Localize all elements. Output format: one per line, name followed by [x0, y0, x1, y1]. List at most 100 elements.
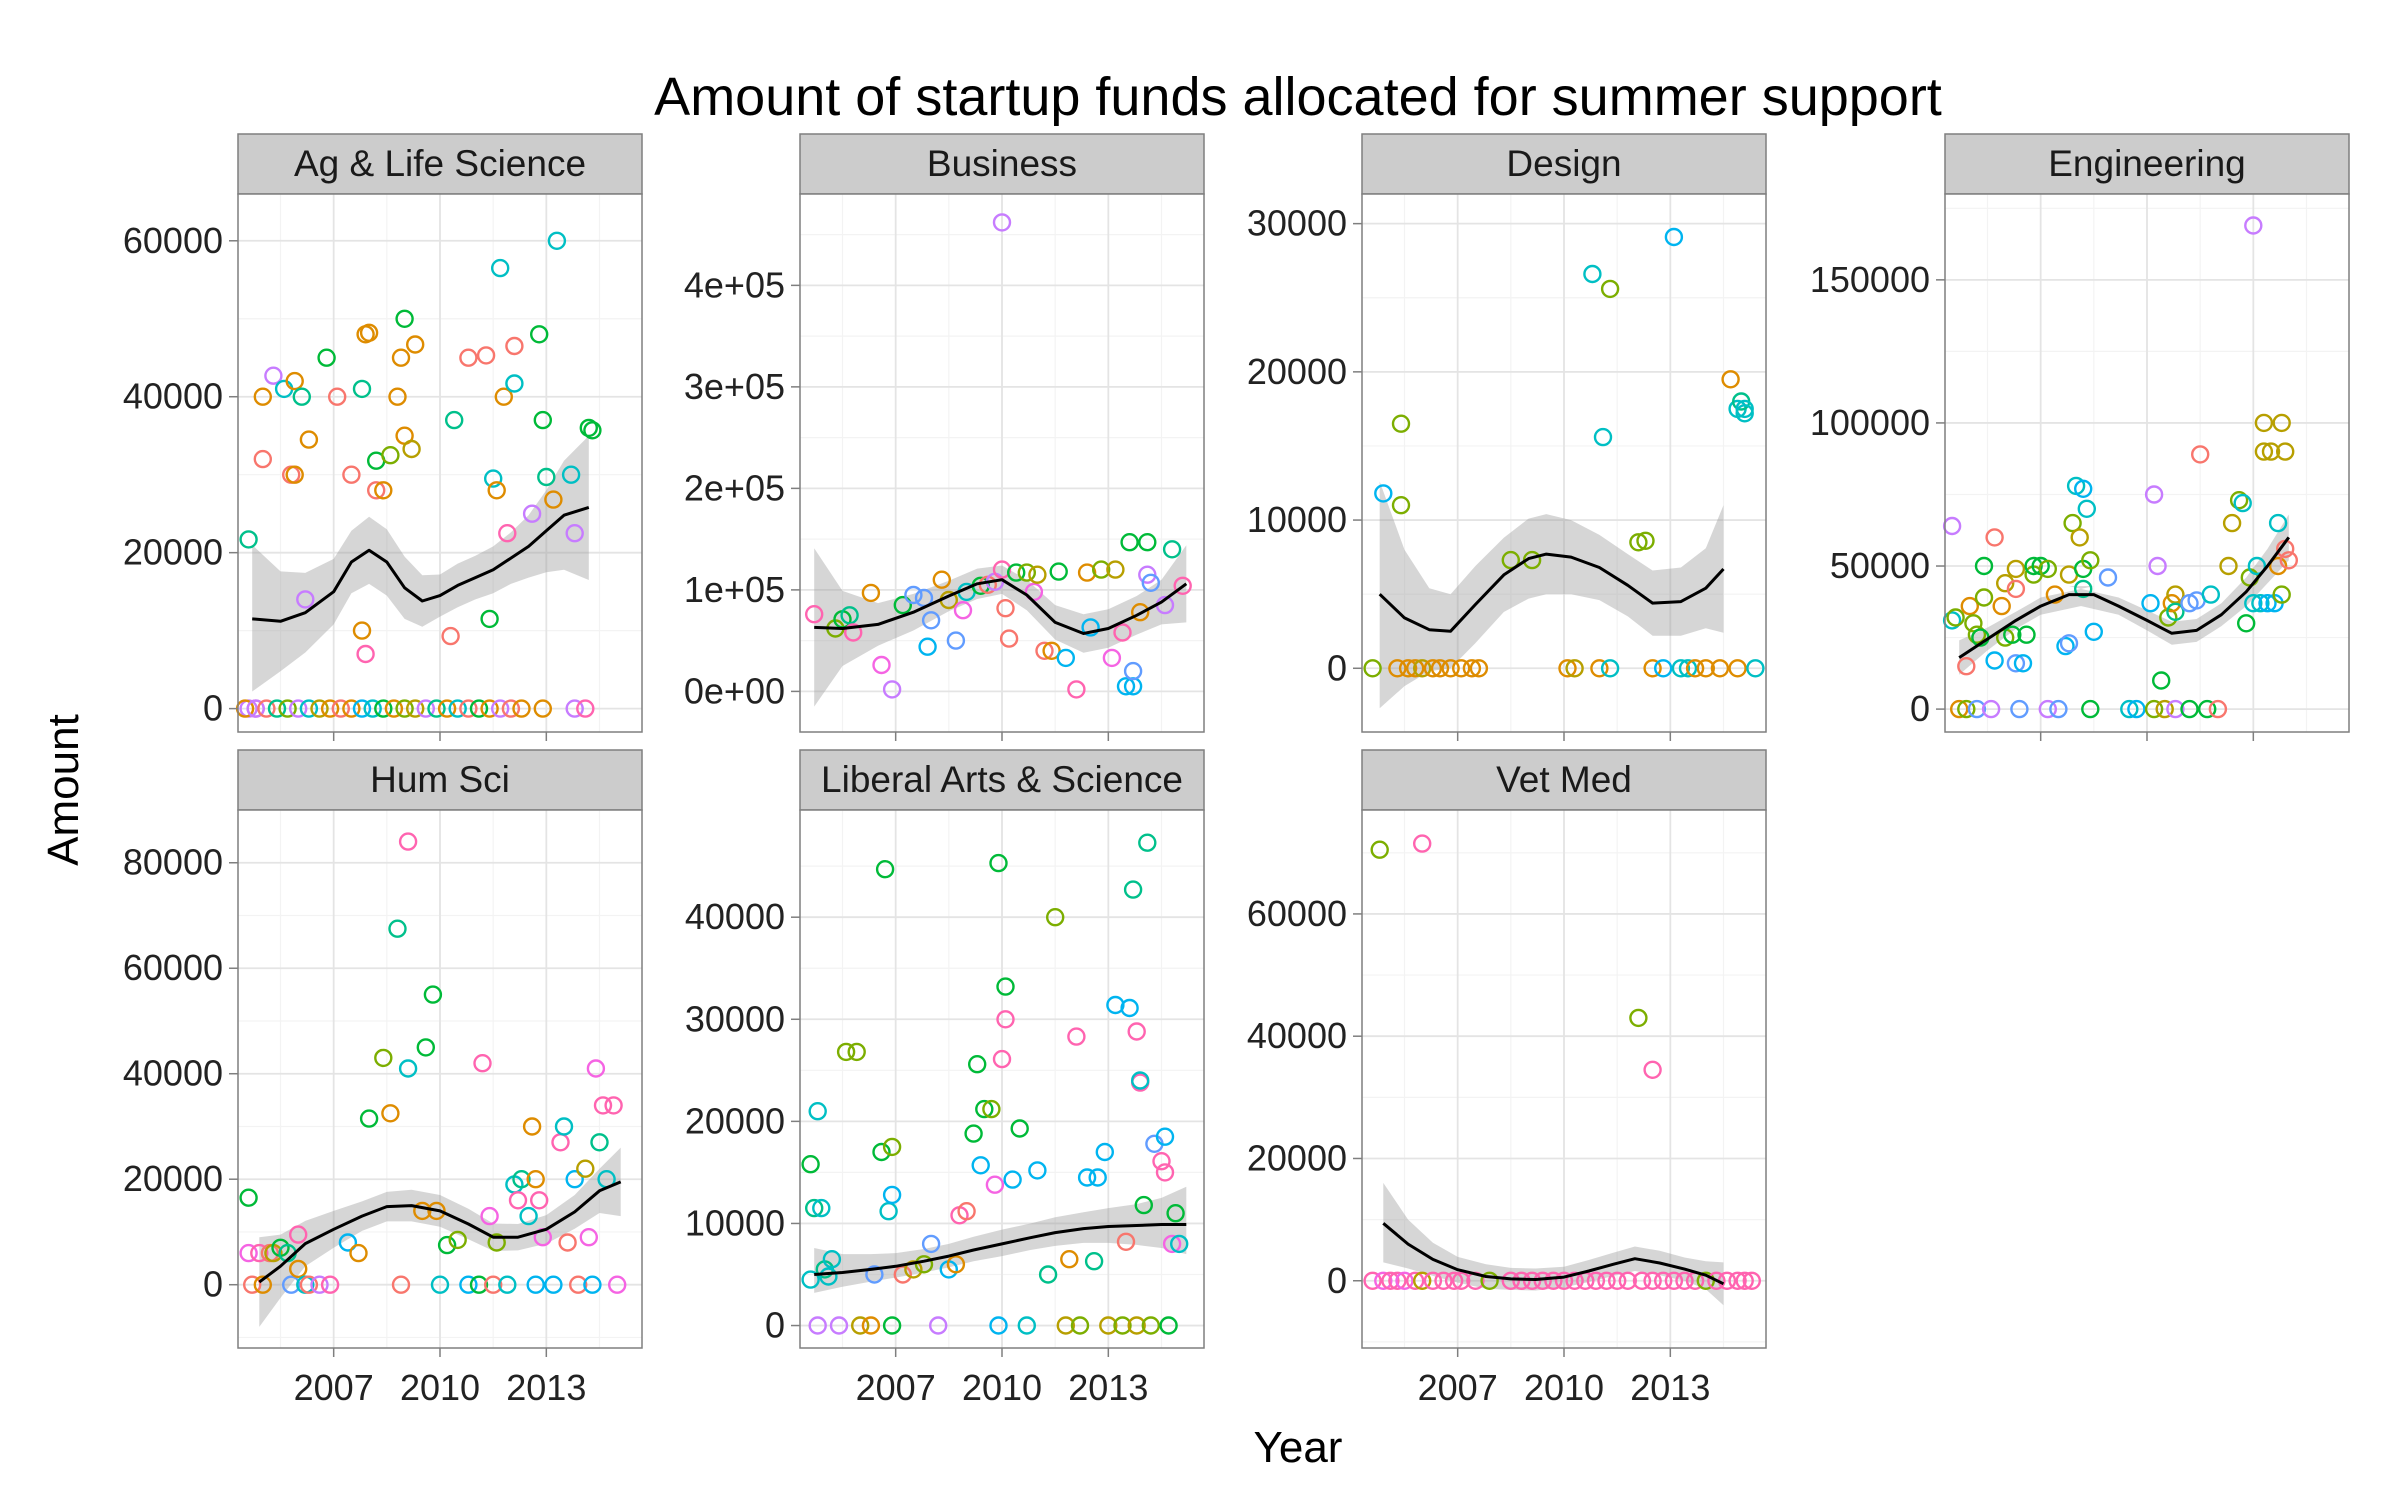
data-point: [996, 977, 1015, 996]
data-point: [459, 348, 478, 367]
data-point: [1501, 1271, 1521, 1291]
data-point: [1162, 540, 1182, 559]
data-point: [533, 699, 552, 718]
chart-title: Amount of startup funds allocated for su…: [654, 67, 1942, 127]
data-point: [2059, 634, 2079, 653]
data-point: [480, 609, 499, 629]
data-point: [296, 590, 315, 609]
data-point: [537, 467, 556, 487]
data-point: [576, 1159, 595, 1178]
data-point: [1152, 1151, 1171, 1171]
y-tick-label: 30000: [1247, 203, 1347, 244]
y-tick-label: 30000: [685, 998, 785, 1039]
data-point: [445, 410, 464, 430]
data-point: [1067, 1027, 1086, 1046]
y-tick-label: 40000: [685, 896, 785, 937]
data-point: [1091, 560, 1111, 579]
data-point: [278, 699, 297, 718]
data-point: [989, 853, 1008, 873]
data-point: [1707, 1271, 1726, 1291]
data-point: [1746, 659, 1765, 678]
data-point: [1664, 1271, 1684, 1291]
data-point: [2197, 699, 2217, 719]
y-tick-label: 10000: [685, 1202, 785, 1243]
data-point: [331, 699, 350, 718]
data-point: [840, 606, 859, 625]
data-point: [476, 346, 496, 365]
data-point: [1607, 1271, 1627, 1291]
data-point: [1675, 1271, 1694, 1291]
y-tick-label: 40000: [1247, 1015, 1347, 1056]
data-point: [882, 680, 902, 699]
data-point: [2222, 513, 2242, 533]
data-point: [398, 1059, 418, 1078]
data-point: [342, 699, 361, 718]
data-point: [812, 1198, 831, 1218]
data-point: [448, 699, 467, 718]
data-point: [1159, 1316, 1178, 1335]
data-point: [289, 699, 308, 718]
facet-strip: [1361, 749, 1767, 811]
y-tick-label: 1e+05: [684, 569, 785, 610]
data-point: [982, 1099, 1001, 1119]
data-point: [363, 699, 382, 718]
data-point: [604, 1096, 623, 1115]
data-point: [356, 644, 375, 664]
data-point: [406, 699, 425, 718]
data-point: [1102, 648, 1122, 668]
data-point: [1462, 659, 1482, 678]
data-point: [526, 1275, 545, 1294]
data-point: [1957, 699, 1976, 719]
data-point: [395, 309, 414, 328]
data-point: [999, 629, 1019, 648]
data-point: [374, 1048, 393, 1068]
data-point: [1728, 659, 1747, 678]
confidence-band: [259, 1147, 621, 1327]
x-tick-label: 2013: [506, 1367, 586, 1408]
data-point: [1138, 833, 1157, 852]
y-tick-label: 50000: [1830, 545, 1930, 586]
data-point: [1590, 659, 1609, 678]
y-tick-label: 60000: [123, 947, 223, 988]
data-point: [872, 655, 891, 675]
data-point: [2258, 594, 2277, 613]
data-point: [533, 410, 552, 430]
facet-strip-label: Business: [927, 143, 1077, 184]
y-tick-label: 150000: [1810, 259, 1930, 300]
data-point: [805, 605, 824, 624]
data-point: [310, 699, 329, 718]
data-point: [1363, 1271, 1382, 1291]
data-point: [2038, 559, 2058, 579]
data-point: [1127, 1022, 1146, 1041]
data-point: [391, 1275, 411, 1294]
data-point: [2272, 585, 2291, 604]
data-point: [1960, 596, 1980, 616]
data-point: [2229, 491, 2249, 510]
data-point: [1113, 623, 1132, 642]
facet-business: Business 0e+00 1e+05 2e+05 3e+05 4e+05: [684, 133, 1205, 741]
y-tick-label: 0: [203, 1264, 223, 1305]
facet-liberal-arts-science: Liberal Arts & Science 0 10000 20000 30000 40…: [685, 749, 1205, 1408]
y-tick-label: 20000: [123, 1158, 223, 1199]
data-point: [1106, 560, 1125, 579]
data-point: [1949, 699, 1969, 719]
data-point: [519, 1206, 538, 1226]
data-point: [1671, 659, 1691, 678]
data-point: [904, 1260, 923, 1279]
data-point: [1742, 1271, 1762, 1291]
data-point: [1155, 1127, 1175, 1146]
data-point: [561, 465, 581, 484]
data-point: [1412, 1271, 1432, 1291]
data-point: [1056, 1316, 1076, 1335]
data-point: [512, 1169, 531, 1189]
data-point: [1017, 1316, 1037, 1335]
data-point: [530, 1191, 549, 1210]
data-point: [2098, 568, 2118, 587]
data-point: [1653, 659, 1673, 678]
data-point: [491, 699, 510, 718]
data-point: [473, 1053, 492, 1073]
data-point: [342, 465, 361, 484]
data-point: [914, 1255, 934, 1274]
data-point: [310, 1275, 329, 1294]
